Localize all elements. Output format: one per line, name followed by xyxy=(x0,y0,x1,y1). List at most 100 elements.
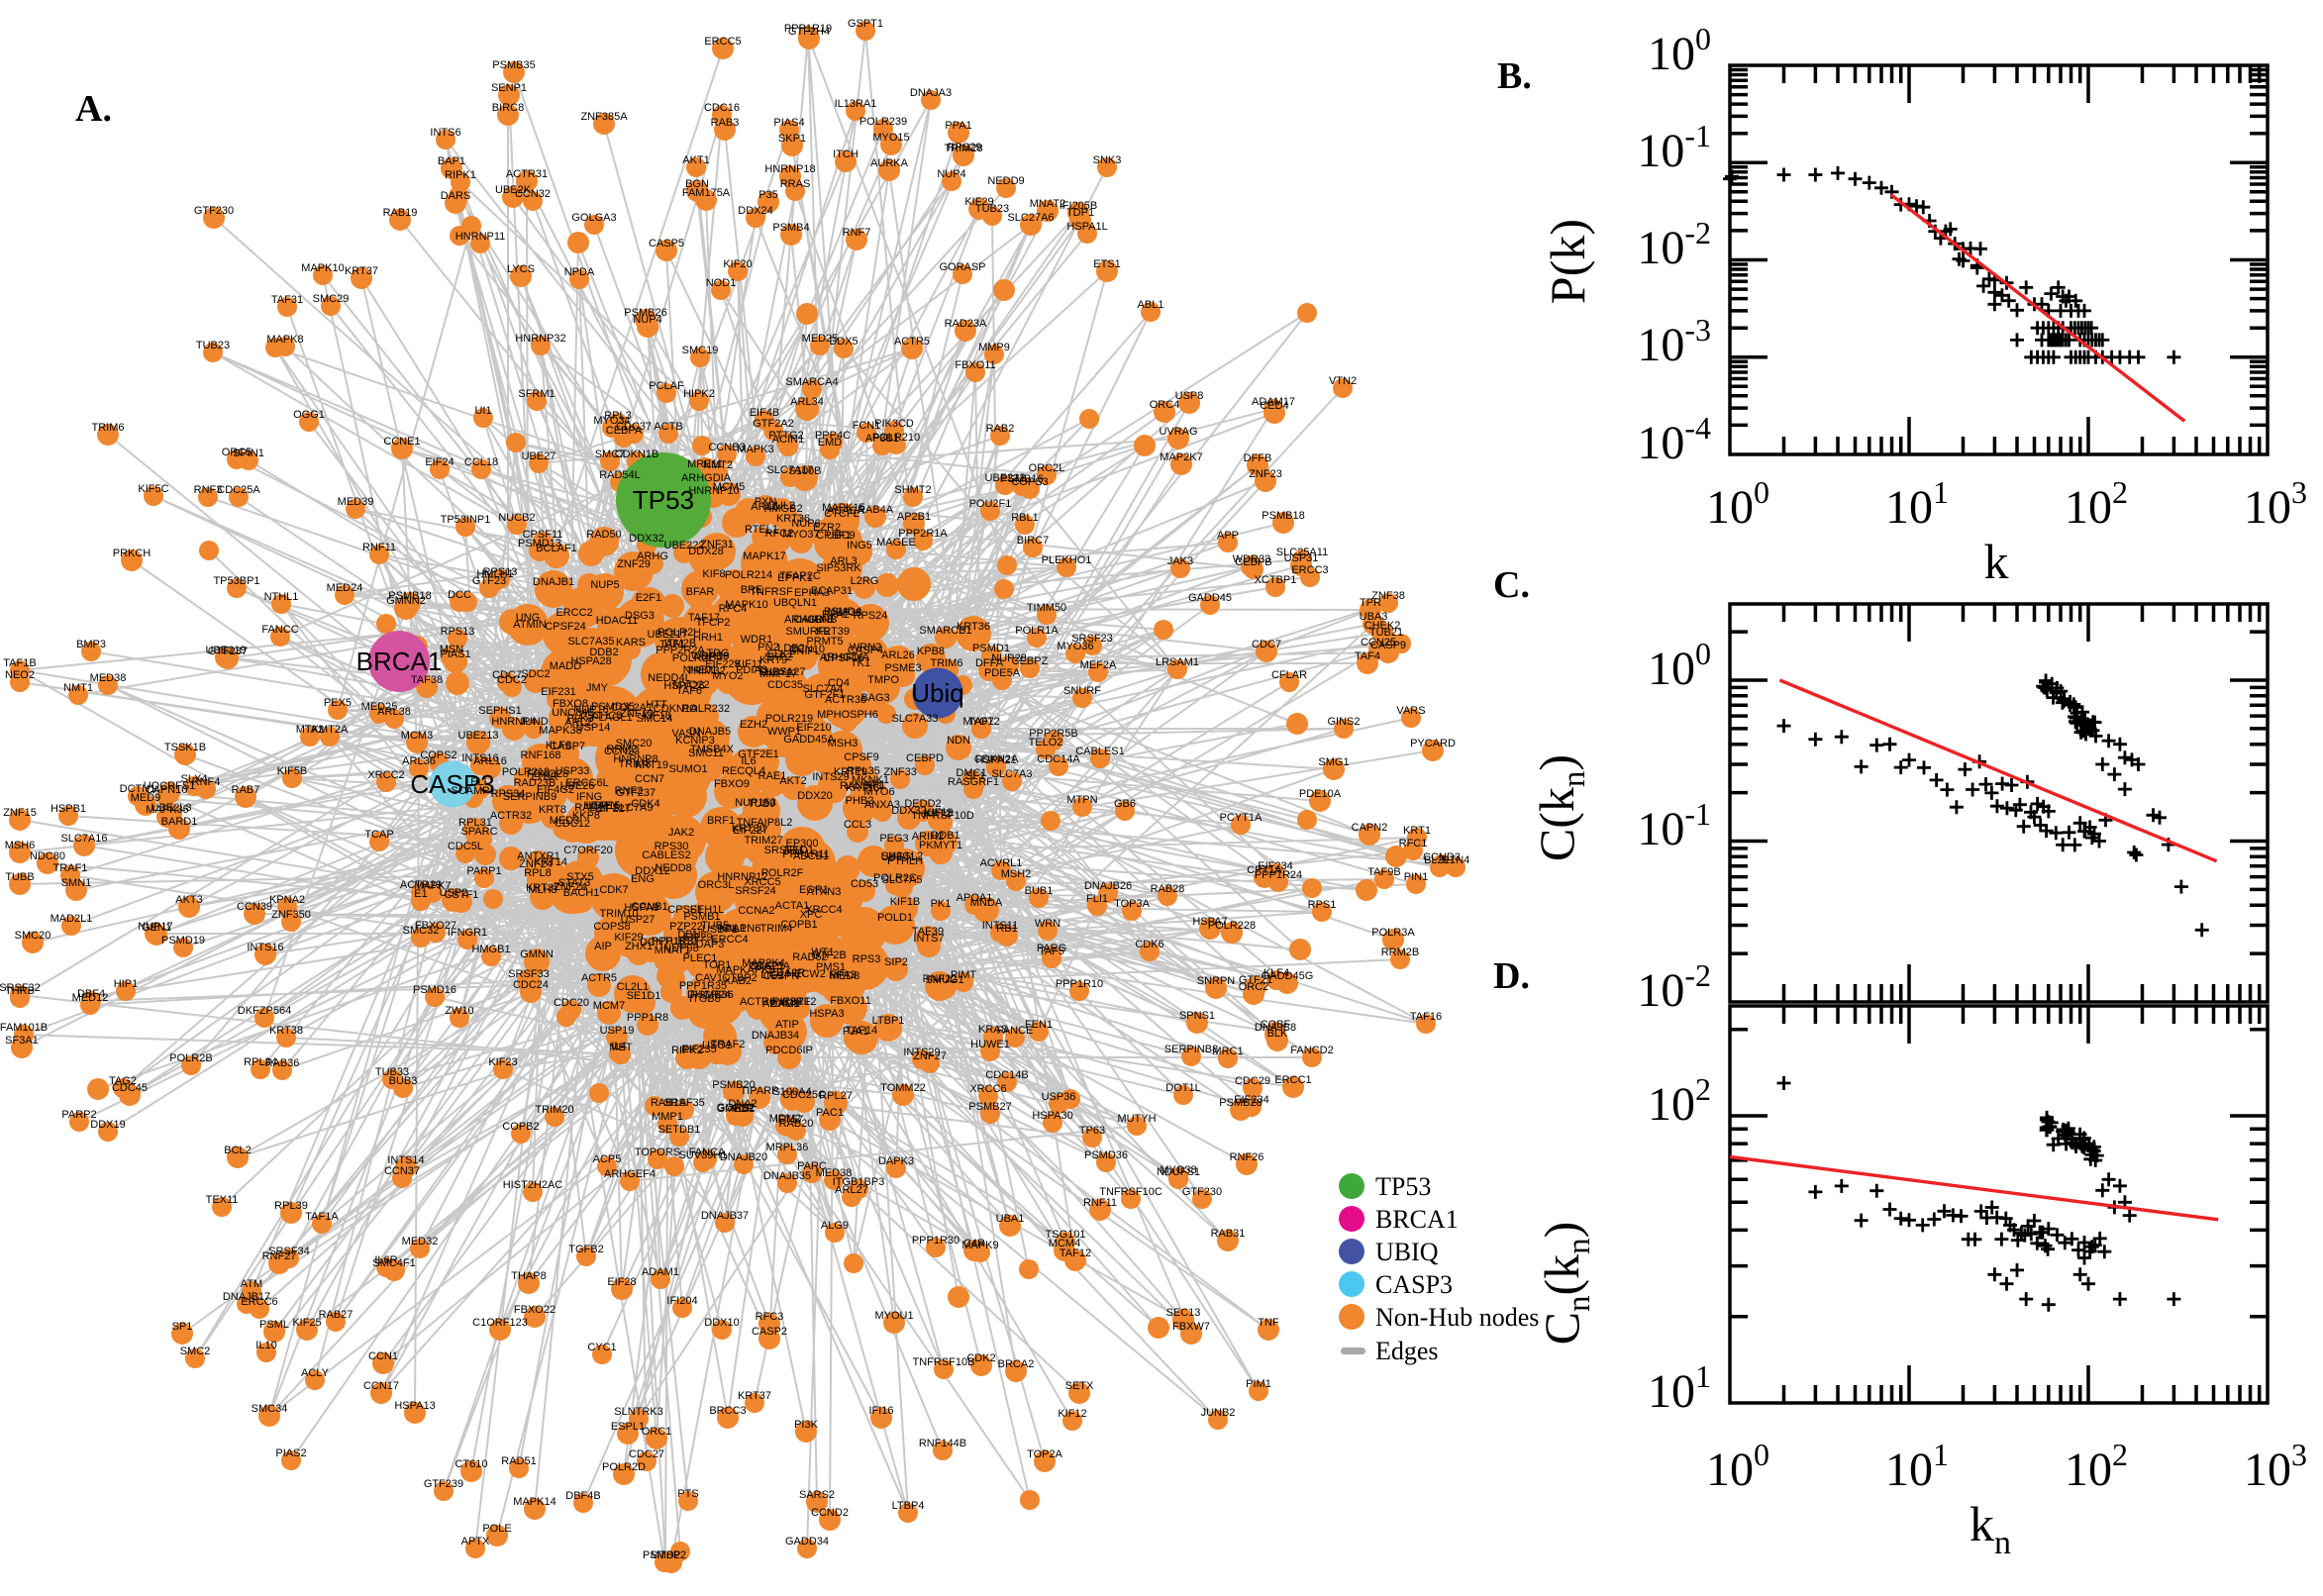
svg-text:TAF39: TAF39 xyxy=(912,926,944,938)
svg-text:UBE217: UBE217 xyxy=(648,629,688,641)
svg-text:PAC1: PAC1 xyxy=(816,1107,844,1119)
svg-text:RIPK2: RIPK2 xyxy=(671,1045,703,1056)
svg-text:HSPA26: HSPA26 xyxy=(663,680,704,692)
svg-text:SLC7A3: SLC7A3 xyxy=(992,768,1033,780)
svg-text:SH3GL2: SH3GL2 xyxy=(881,850,923,862)
svg-text:USP2: USP2 xyxy=(440,887,468,899)
svg-text:UBA3: UBA3 xyxy=(1360,611,1388,623)
svg-text:MAGEE: MAGEE xyxy=(876,537,916,549)
svg-text:AKT2: AKT2 xyxy=(779,775,807,787)
svg-text:IFT57: IFT57 xyxy=(775,1114,804,1126)
svg-text:IFNGR1: IFNGR1 xyxy=(448,927,487,939)
svg-text:KRT36: KRT36 xyxy=(957,621,990,633)
svg-text:DBF4B: DBF4B xyxy=(565,1490,600,1502)
svg-text:CCN37: CCN37 xyxy=(384,1165,420,1177)
svg-text:PSML: PSML xyxy=(259,1319,289,1331)
svg-text:POLR219: POLR219 xyxy=(765,713,813,725)
svg-text:POLR2F: POLR2F xyxy=(761,867,804,879)
svg-text:CDKN1A: CDKN1A xyxy=(654,703,698,715)
svg-text:C7ORF20: C7ORF20 xyxy=(563,845,613,856)
svg-text:KRT37: KRT37 xyxy=(526,882,559,894)
svg-text:SP1: SP1 xyxy=(172,1321,193,1333)
svg-text:CDC7: CDC7 xyxy=(492,669,522,681)
svg-text:NHEJ1: NHEJ1 xyxy=(683,664,718,676)
svg-text:SRSF11: SRSF11 xyxy=(764,845,805,856)
svg-text:RPL3: RPL3 xyxy=(604,410,632,422)
svg-text:HSPA13: HSPA13 xyxy=(394,1400,435,1412)
svg-text:ADAM17: ADAM17 xyxy=(1252,396,1295,408)
svg-text:TIPARP: TIPARP xyxy=(741,1085,779,1097)
svg-text:SLC7A33: SLC7A33 xyxy=(891,713,938,725)
svg-text:TAF14: TAF14 xyxy=(846,1025,877,1037)
svg-text:TOMM22: TOMM22 xyxy=(880,1082,926,1094)
svg-text:DARS: DARS xyxy=(441,190,471,202)
svg-text:EIF4B: EIF4B xyxy=(750,407,780,419)
svg-text:MAPK35: MAPK35 xyxy=(146,804,188,816)
svg-text:EIF234: EIF234 xyxy=(1234,1094,1268,1106)
svg-text:SMC4F1: SMC4F1 xyxy=(372,1257,415,1269)
svg-text:MNAT1: MNAT1 xyxy=(655,945,690,956)
svg-text:CPSF11: CPSF11 xyxy=(523,529,563,541)
svg-text:KPNA2: KPNA2 xyxy=(269,894,305,906)
svg-text:PSMB16: PSMB16 xyxy=(1000,473,1043,485)
svg-text:EIF227: EIF227 xyxy=(595,803,630,815)
svg-text:E1: E1 xyxy=(414,888,427,900)
svg-text:RAB1A: RAB1A xyxy=(651,1097,687,1109)
svg-text:DNAJA3: DNAJA3 xyxy=(910,87,952,99)
svg-text:Edges: Edges xyxy=(1375,1337,1439,1365)
svg-text:KCNIP3: KCNIP3 xyxy=(675,735,715,747)
svg-text:NEDD8: NEDD8 xyxy=(655,862,691,874)
svg-text:CPSF24: CPSF24 xyxy=(545,621,586,633)
svg-text:JUND: JUND xyxy=(519,716,548,728)
svg-text:EZR2: EZR2 xyxy=(813,522,841,534)
svg-text:MAP2K4: MAP2K4 xyxy=(742,957,784,969)
svg-text:GINS2: GINS2 xyxy=(1327,716,1360,728)
svg-text:ELK1: ELK1 xyxy=(767,648,794,660)
svg-text:NEO1: NEO1 xyxy=(784,845,814,856)
svg-text:HTT: HTT xyxy=(646,699,667,711)
svg-text:KRT38: KRT38 xyxy=(269,1025,303,1037)
svg-text:PRKCH: PRKCH xyxy=(113,548,152,559)
svg-text:XRCC5: XRCC5 xyxy=(744,876,780,888)
svg-text:ZNF38: ZNF38 xyxy=(1371,590,1405,602)
svg-text:ARL27: ARL27 xyxy=(835,1184,868,1196)
svg-text:KRAS: KRAS xyxy=(978,1024,1008,1036)
svg-text:BFAR: BFAR xyxy=(686,586,715,598)
svg-text:CDC29: CDC29 xyxy=(1235,1075,1270,1087)
svg-text:EMD: EMD xyxy=(818,437,843,449)
svg-text:JUNB2: JUNB2 xyxy=(1201,1407,1236,1419)
svg-text:SETX: SETX xyxy=(1065,1380,1094,1392)
svg-text:KPB8: KPB8 xyxy=(917,646,945,657)
svg-text:CPSF1: CPSF1 xyxy=(816,530,851,542)
svg-text:KIF18: KIF18 xyxy=(642,710,670,722)
svg-text:TRIM8: TRIM8 xyxy=(619,758,652,770)
svg-text:H2AFY: H2AFY xyxy=(583,800,619,812)
svg-text:DBNL: DBNL xyxy=(677,929,706,941)
svg-text:LIG1: LIG1 xyxy=(760,969,784,981)
svg-text:KIF5B: KIF5B xyxy=(277,765,308,777)
svg-text:RIPK1: RIPK1 xyxy=(445,169,476,181)
svg-text:PARP1: PARP1 xyxy=(466,865,501,877)
svg-text:GMNN: GMNN xyxy=(520,948,554,960)
svg-text:ACTR32: ACTR32 xyxy=(490,810,532,822)
svg-text:RAB20: RAB20 xyxy=(779,1118,814,1130)
svg-text:ITM2B: ITM2B xyxy=(664,638,696,649)
svg-text:PPP1R24: PPP1R24 xyxy=(1255,869,1302,881)
svg-text:INTS16: INTS16 xyxy=(461,752,498,764)
svg-text:MED32: MED32 xyxy=(402,1236,439,1247)
svg-text:MAPK7: MAPK7 xyxy=(414,880,451,892)
svg-text:TAF4: TAF4 xyxy=(1355,650,1380,662)
svg-text:SLC7A17: SLC7A17 xyxy=(766,464,813,476)
svg-text:CCNB3: CCNB3 xyxy=(708,442,745,453)
svg-text:USBP1: USBP1 xyxy=(702,924,738,936)
svg-text:TRIM4: TRIM4 xyxy=(760,923,793,935)
svg-text:POLR239: POLR239 xyxy=(859,116,907,128)
svg-text:TRIM27: TRIM27 xyxy=(744,835,782,847)
svg-text:PPP1R11: PPP1R11 xyxy=(782,848,830,860)
svg-text:DDX10: DDX10 xyxy=(704,1317,739,1329)
svg-text:MYO12: MYO12 xyxy=(962,716,999,728)
svg-text:TRIM6: TRIM6 xyxy=(92,422,125,434)
svg-text:EPHA3: EPHA3 xyxy=(794,587,830,599)
svg-text:KMT2A: KMT2A xyxy=(312,724,349,736)
svg-text:ADAM9: ADAM9 xyxy=(762,998,800,1010)
